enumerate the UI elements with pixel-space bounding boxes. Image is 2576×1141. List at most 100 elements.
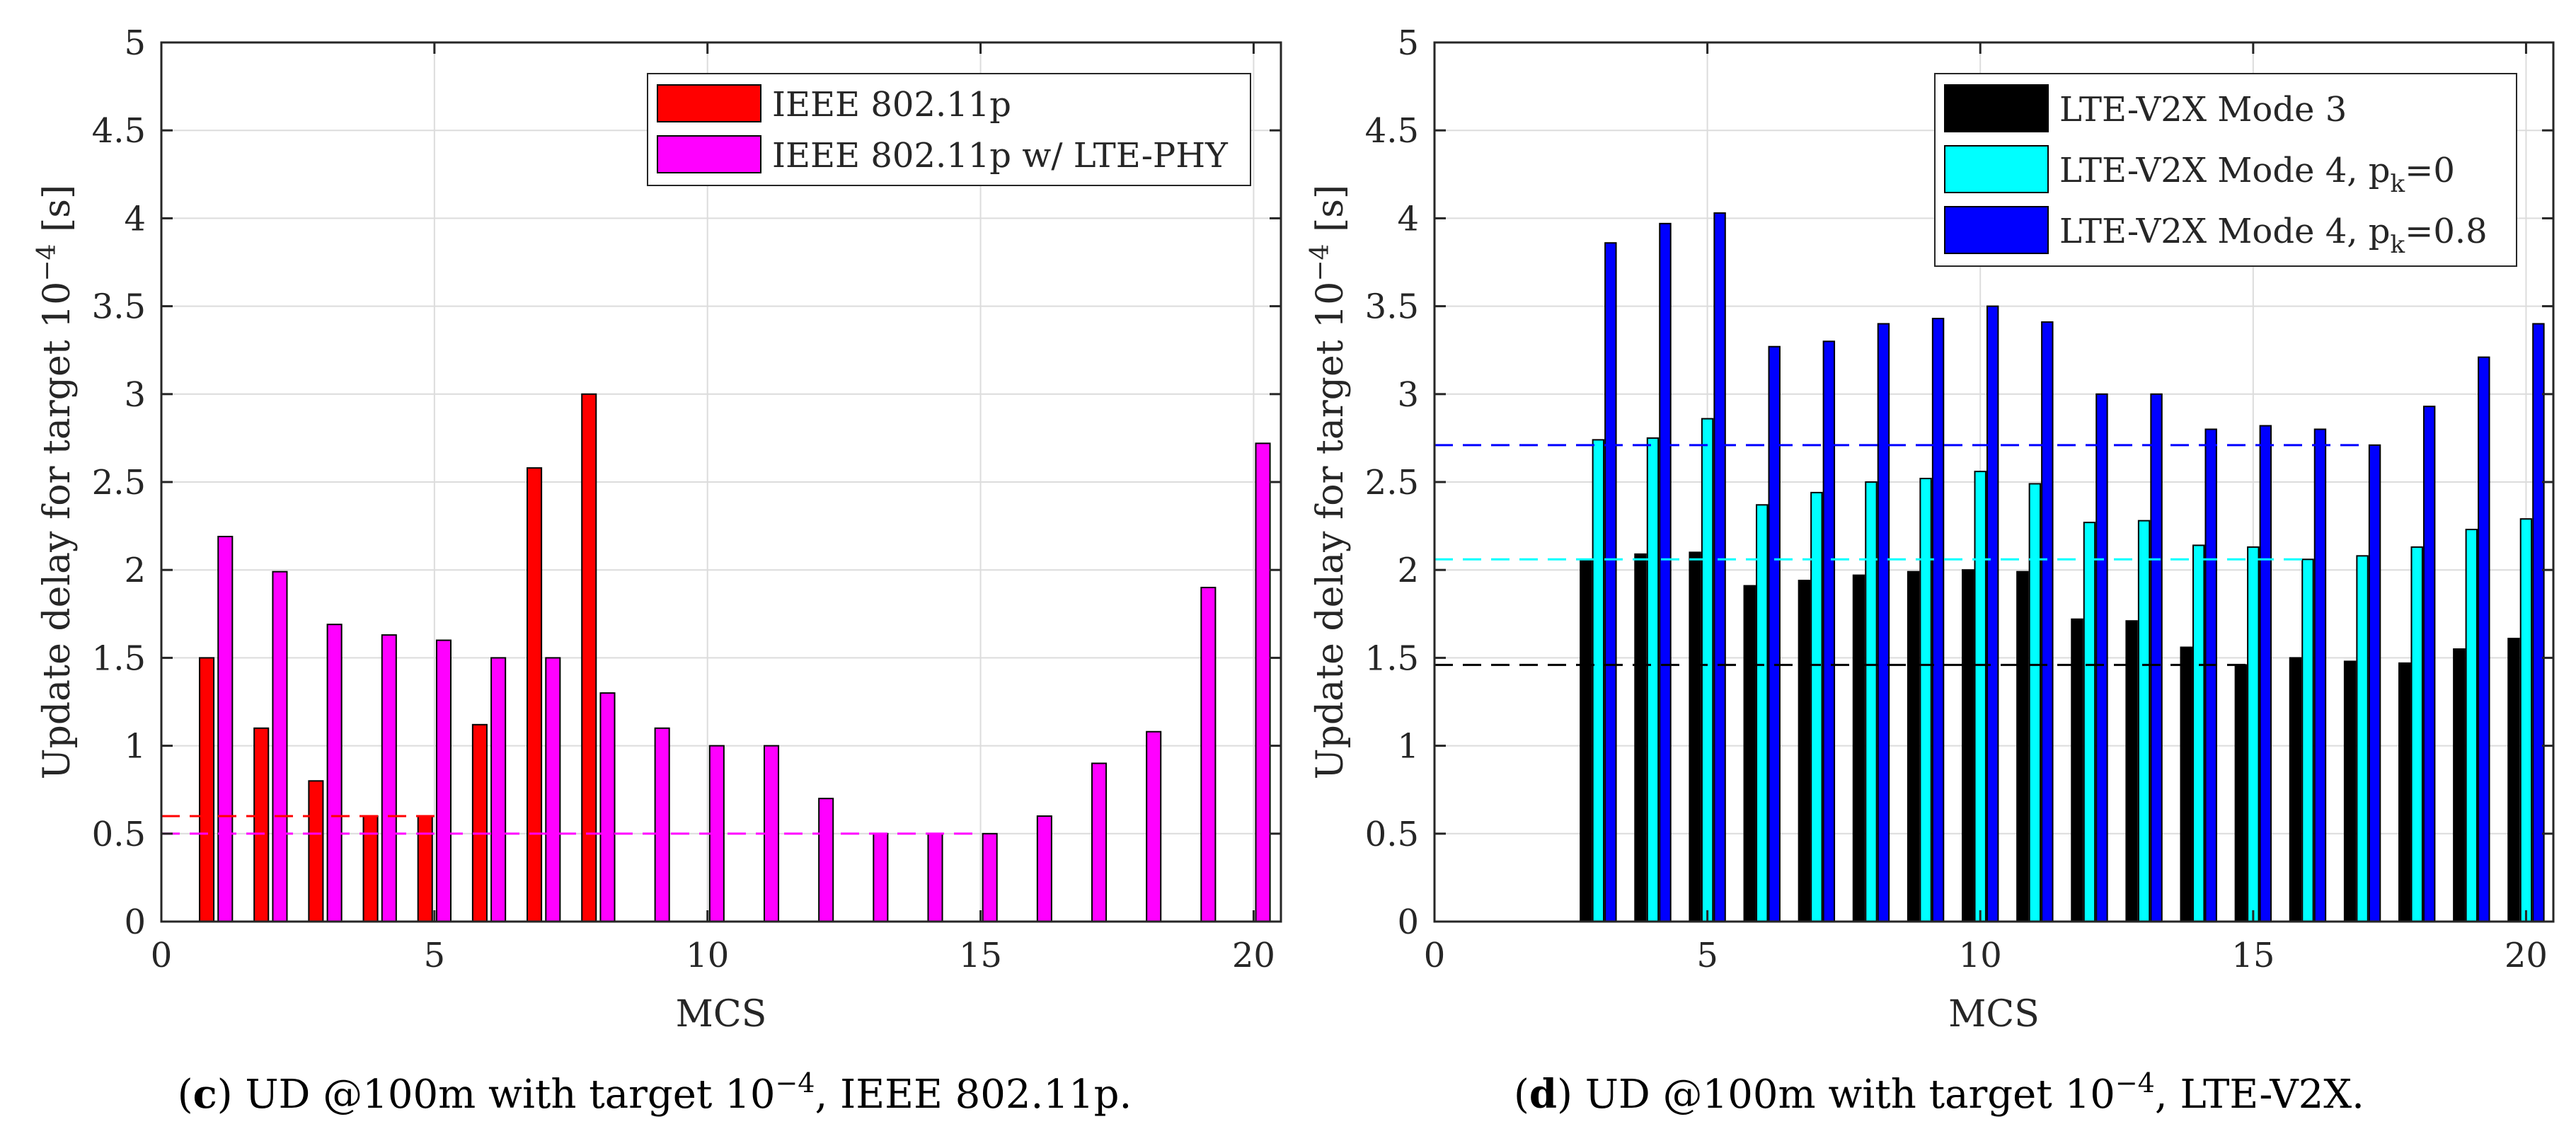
bar-ieee-802-11p-w-lte-phy-mcs-9: [654, 727, 670, 922]
bar-lte-v2x-mode-3-mcs-5: [1689, 551, 1701, 922]
x-tick-label: 20: [2505, 936, 2548, 975]
bar-ieee-802-11p-w-lte-phy-mcs-15: [982, 832, 998, 923]
y-tick-label: 4.5: [1365, 111, 1419, 151]
bar-ieee-802-11p-w-lte-phy-mcs-18: [1146, 730, 1162, 923]
bar-lte-v2x-mode-4-pk-0-8-mcs-6: [1768, 345, 1781, 922]
y-tick-label: 4: [124, 199, 146, 239]
x-tick-label: 15: [2231, 936, 2275, 975]
x-axis-label: MCS: [1948, 993, 2040, 1036]
bar-lte-v2x-mode-4-pk-0-8-mcs-13: [2150, 393, 2163, 922]
bar-lte-v2x-mode-4-pk-0-8-mcs-16: [2313, 428, 2327, 922]
legend-label: LTE-V2X Mode 4, pk=0.8: [2059, 212, 2488, 259]
y-tick-label: 2.5: [1365, 463, 1419, 503]
bar-lte-v2x-mode-4-pk-0-mcs-15: [2247, 546, 2260, 922]
bar-lte-v2x-mode-4-pk-0-8-mcs-4: [1659, 222, 1672, 922]
bar-lte-v2x-mode-4-pk-0-mcs-6: [1756, 504, 1769, 922]
bar-lte-v2x-mode-3-mcs-19: [2453, 648, 2466, 922]
bar-lte-v2x-mode-3-mcs-9: [1907, 570, 1920, 923]
bar-lte-v2x-mode-4-pk-0-mcs-4: [1646, 437, 1660, 922]
x-tick-label: 0: [1424, 936, 1446, 975]
y-tick-label: 5: [1397, 23, 1419, 63]
bar-ieee-802-11p-mcs-6: [471, 723, 488, 922]
bar-lte-v2x-mode-4-pk-0-mcs-10: [1974, 471, 1986, 922]
bar-lte-v2x-mode-3-mcs-18: [2398, 662, 2411, 922]
bar-ieee-802-11p-w-lte-phy-mcs-5: [435, 639, 452, 922]
bar-lte-v2x-mode-4-pk-0-mcs-5: [1701, 418, 1714, 922]
y-axis-label: Update delay for target 10−4 [s]: [1306, 185, 1352, 779]
legend-swatch: [1944, 206, 2049, 254]
bar-lte-v2x-mode-3-mcs-3: [1580, 558, 1592, 923]
bar-ieee-802-11p-w-lte-phy-mcs-6: [490, 657, 507, 923]
bar-ieee-802-11p-w-lte-phy-mcs-3: [326, 624, 343, 922]
bar-lte-v2x-mode-4-pk-0-8-mcs-14: [2204, 428, 2217, 922]
x-tick-label: 15: [959, 936, 1002, 975]
bar-ieee-802-11p-mcs-3: [308, 780, 324, 923]
y-tick-label: 5: [124, 23, 146, 63]
bar-ieee-802-11p-w-lte-phy-mcs-16: [1036, 815, 1052, 922]
legend-swatch: [657, 135, 761, 173]
y-tick-label: 0: [124, 902, 146, 942]
bar-lte-v2x-mode-4-pk-0-8-mcs-5: [1713, 212, 1726, 922]
legend: LTE-V2X Mode 3 LTE-V2X Mode 4, pk=0 LTE-V2…: [1934, 73, 2517, 267]
legend-label: IEEE 802.11p w/ LTE-PHY: [772, 136, 1229, 176]
bar-ieee-802-11p-w-lte-phy-mcs-14: [927, 832, 943, 923]
y-tick-label: 4.5: [92, 111, 146, 151]
y-tick-label: 3.5: [1365, 287, 1419, 327]
bar-lte-v2x-mode-4-pk-0-8-mcs-10: [1986, 305, 1999, 923]
bar-lte-v2x-mode-4-pk-0-mcs-14: [2192, 544, 2205, 922]
legend-label: IEEE 802.11p: [772, 85, 1011, 125]
bar-lte-v2x-mode-3-mcs-15: [2234, 664, 2248, 922]
bar-lte-v2x-mode-3-mcs-17: [2343, 660, 2357, 922]
bar-lte-v2x-mode-3-mcs-7: [1798, 580, 1811, 922]
bar-ieee-802-11p-mcs-7: [527, 467, 543, 922]
bar-lte-v2x-mode-3-mcs-4: [1634, 553, 1647, 922]
y-tick-label: 1.5: [92, 638, 146, 678]
bar-ieee-802-11p-w-lte-phy-mcs-20: [1255, 442, 1271, 922]
y-tick-label: 2.5: [92, 463, 146, 503]
bar-ieee-802-11p-mcs-2: [253, 727, 270, 922]
bar-ieee-802-11p-w-lte-phy-mcs-8: [599, 692, 616, 923]
bar-lte-v2x-mode-4-pk-0-8-mcs-12: [2095, 393, 2108, 922]
bar-lte-v2x-mode-4-pk-0-mcs-18: [2410, 546, 2423, 922]
legend-swatch: [657, 84, 761, 122]
y-tick-label: 4: [1397, 199, 1419, 239]
y-tick-label: 3.5: [92, 287, 146, 327]
bar-lte-v2x-mode-3-mcs-20: [2507, 638, 2520, 922]
y-axis-label: Update delay for target 10−4 [s]: [33, 185, 79, 779]
bar-ieee-802-11p-w-lte-phy-mcs-19: [1200, 587, 1217, 922]
bar-ieee-802-11p-mcs-4: [362, 815, 379, 922]
bar-lte-v2x-mode-4-pk-0-8-mcs-17: [2368, 444, 2381, 922]
bar-lte-v2x-mode-4-pk-0-mcs-16: [2301, 558, 2314, 923]
caption: (d) UD @100m with target 10−4, LTE-V2X.: [1514, 1067, 2364, 1118]
bar-ieee-802-11p-mcs-5: [417, 815, 433, 922]
y-tick-label: 0.5: [1365, 815, 1419, 854]
bar-ieee-802-11p-w-lte-phy-mcs-4: [381, 634, 397, 922]
bar-lte-v2x-mode-4-pk-0-mcs-8: [1865, 481, 1878, 922]
legend: IEEE 802.11p IEEE 802.11p w/ LTE-PHY: [647, 73, 1251, 186]
x-tick-label: 0: [151, 936, 173, 975]
bar-lte-v2x-mode-4-pk-0-8-mcs-11: [2041, 321, 2054, 922]
legend-swatch: [1944, 84, 2049, 132]
bar-lte-v2x-mode-4-pk-0-8-mcs-8: [1877, 323, 1890, 922]
y-tick-label: 1.5: [1365, 638, 1419, 678]
bar-ieee-802-11p-w-lte-phy-mcs-13: [873, 832, 889, 923]
y-tick-label: 1: [124, 727, 146, 767]
bar-ieee-802-11p-w-lte-phy-mcs-17: [1091, 762, 1108, 922]
bar-lte-v2x-mode-4-pk-0-8-mcs-9: [1931, 317, 1945, 923]
bar-ieee-802-11p-mcs-8: [581, 393, 597, 922]
bar-lte-v2x-mode-4-pk-0-mcs-20: [2519, 518, 2533, 922]
bar-ieee-802-11p-w-lte-phy-mcs-2: [272, 570, 288, 923]
bar-ieee-802-11p-mcs-1: [199, 657, 215, 923]
bar-lte-v2x-mode-3-mcs-14: [2180, 646, 2192, 922]
chart-panel-d: 0 0.5 1 1.5 2 2.5 3 3.5 4 4.5 5 0 5 10 15 20 MCS Update…: [1306, 23, 2555, 1118]
bar-lte-v2x-mode-4-pk-0-mcs-13: [2137, 520, 2151, 922]
bar-ieee-802-11p-w-lte-phy-mcs-12: [818, 798, 834, 922]
bar-lte-v2x-mode-4-pk-0-8-mcs-15: [2259, 425, 2272, 922]
legend-swatch: [1944, 145, 2049, 193]
y-tick-label: 2: [124, 551, 146, 590]
bar-ieee-802-11p-w-lte-phy-mcs-7: [545, 657, 561, 923]
bar-lte-v2x-mode-4-pk-0-mcs-19: [2465, 529, 2478, 922]
x-tick-label: 10: [1959, 936, 2002, 975]
bar-lte-v2x-mode-4-pk-0-8-mcs-3: [1604, 242, 1617, 922]
